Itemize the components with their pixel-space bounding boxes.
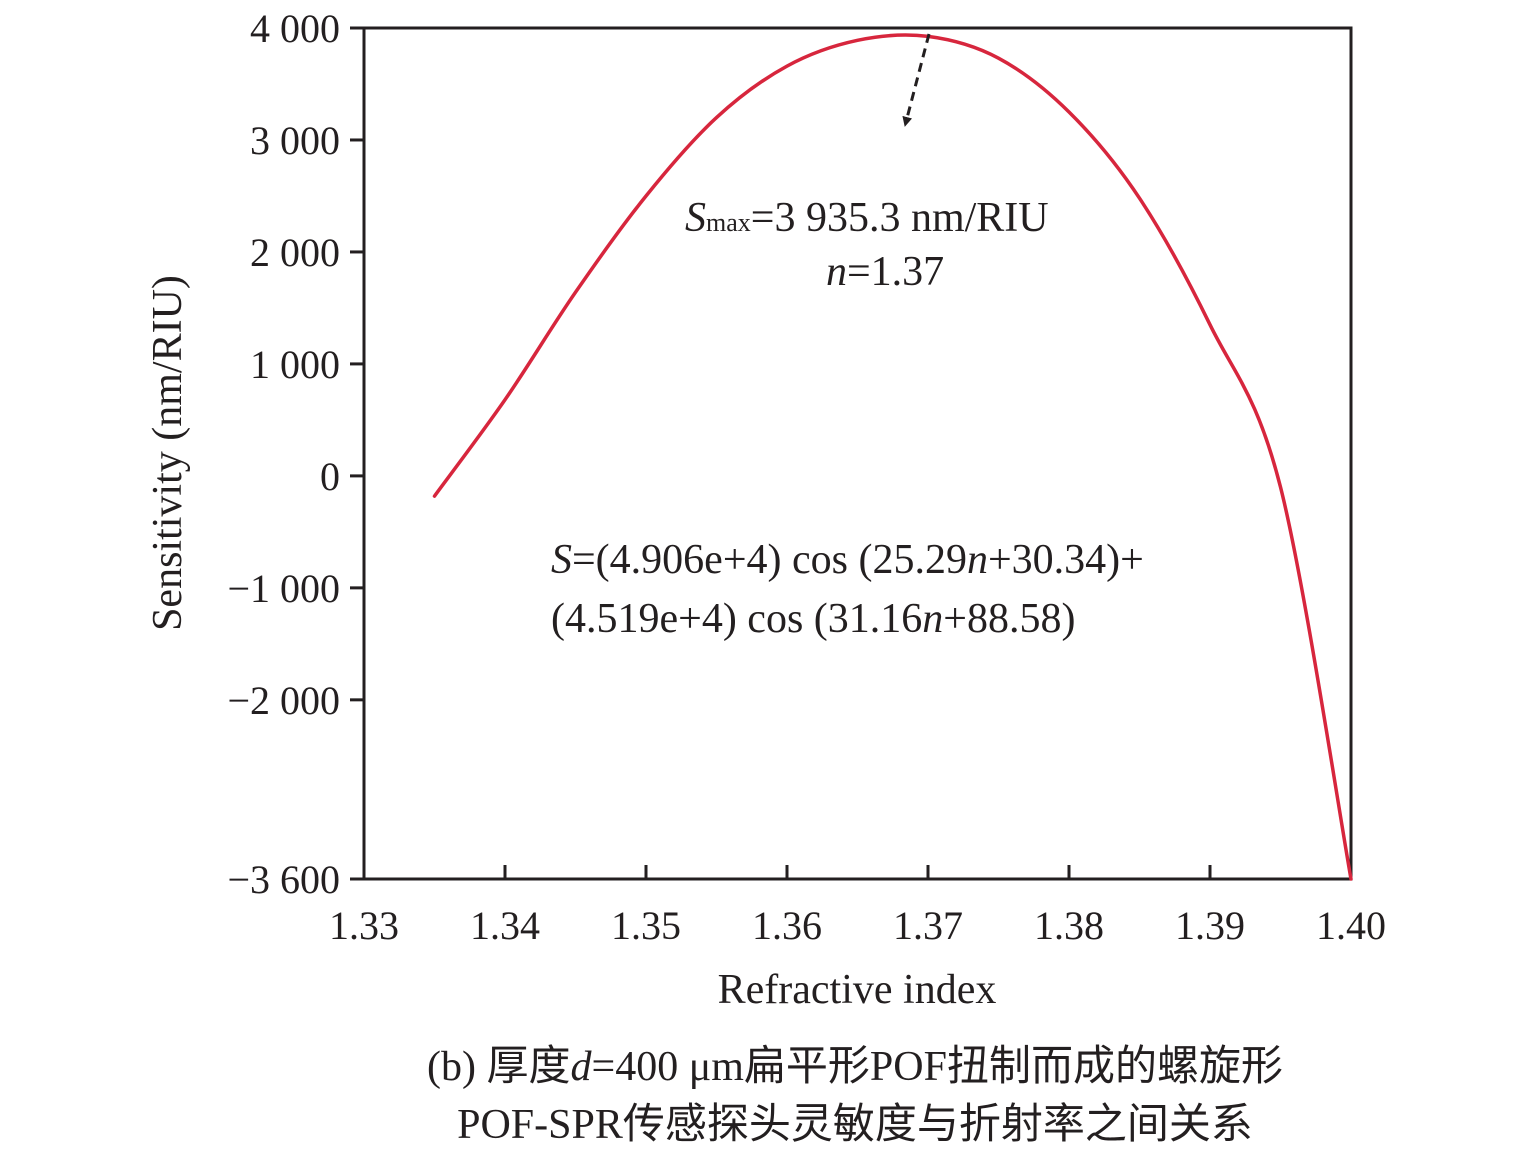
y-tick-label: −1 000 (227, 566, 340, 611)
n-value: =1.37 (847, 249, 944, 295)
peak-arrow (902, 33, 931, 127)
n-annotation: n=1.37 (826, 249, 944, 295)
y-tick-label: 2 000 (250, 230, 340, 275)
x-tick-label: 1.35 (611, 903, 681, 948)
y-axis-title: Sensitivity (nm/RIU) (145, 275, 191, 631)
fit-n-symbol-2: n (922, 596, 943, 642)
caption-variable: d (570, 1044, 592, 1090)
x-axis-title: Refractive index (718, 967, 997, 1013)
smax-annotation: Smax=3 935.3 nm/RIU (685, 195, 1049, 241)
fit-term-2-end: +88.58) (943, 596, 1075, 642)
x-tick-label: 1.34 (470, 903, 540, 948)
y-tick-label: 4 000 (250, 6, 340, 51)
caption-prefix: (b) 厚度 (427, 1044, 571, 1090)
x-tick-label: 1.33 (329, 903, 399, 948)
y-tick-label: −3 600 (227, 857, 340, 902)
x-tick-label: 1.36 (752, 903, 822, 948)
x-tick-label: 1.38 (1034, 903, 1104, 948)
y-tick-label: 3 000 (250, 118, 340, 163)
y-tick-label: 1 000 (250, 342, 340, 387)
x-tick-label: 1.39 (1175, 903, 1245, 948)
x-tick-label: 1.40 (1316, 903, 1386, 948)
figure-caption-line-2: POF-SPR传感探头灵敏度与折射率之间关系 (457, 1102, 1253, 1148)
fit-term-2: (4.519e+4) cos (31.16 (551, 596, 922, 642)
y-axis-ticks: 4 000 3 000 2 000 1 000 0 −1 000 −2 000 −3 600 (227, 6, 364, 902)
sensitivity-curve (432, 33, 1353, 881)
n-symbol: n (826, 249, 847, 295)
fit-term-1: =(4.906e+4) cos (25.29 (572, 537, 967, 583)
fit-s-symbol: S (551, 537, 572, 583)
caption-suffix: =400 μm扁平形POF扭制而成的螺旋形 (591, 1044, 1283, 1090)
y-tick-label: 0 (320, 454, 340, 499)
fit-term-1-end: +30.34)+ (988, 537, 1144, 583)
fit-n-symbol-1: n (967, 537, 988, 583)
smax-symbol: S (685, 195, 706, 241)
smax-value: =3 935.3 nm/RIU (751, 195, 1049, 241)
x-tick-label: 1.37 (893, 903, 963, 948)
fit-equation-line-2: (4.519e+4) cos (31.16n+88.58) (551, 596, 1075, 642)
plot-frame (362, 26, 1353, 881)
smax-subscript: max (706, 208, 751, 237)
y-tick-label: −2 000 (227, 678, 340, 723)
figure-caption-line-1: (b) 厚度d=400 μm扁平形POF扭制而成的螺旋形 (0, 1032, 1535, 1093)
fit-equation-line-1: S=(4.906e+4) cos (25.29n+30.34)+ (551, 537, 1144, 583)
x-axis-ticks: 1.33 1.34 1.35 1.36 1.37 1.38 1.39 1.40 (329, 865, 1386, 948)
